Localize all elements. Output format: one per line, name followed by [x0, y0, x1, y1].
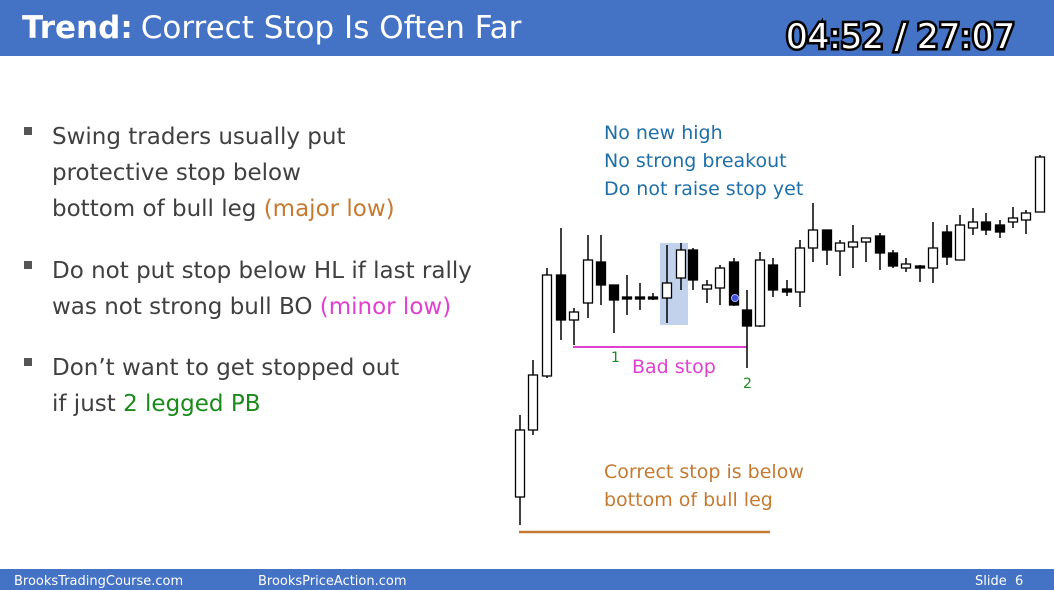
- candle-body: [954, 224, 966, 261]
- candle-body: [687, 249, 699, 281]
- candle-body: [555, 274, 567, 321]
- bullet-marker: [24, 261, 32, 269]
- footer-middle: BrooksPriceAction.com: [258, 574, 407, 589]
- candle-body: [807, 229, 819, 249]
- candle-body: [967, 221, 979, 229]
- candle-body: [781, 288, 793, 293]
- text-segment: Do not put stop below HL if last rally: [52, 258, 472, 284]
- label-2: 2: [743, 376, 752, 392]
- candle-body: [608, 284, 620, 301]
- candle-body: [728, 261, 740, 306]
- candle-body: [582, 259, 594, 304]
- candle-body: [634, 296, 646, 300]
- candle-body: [675, 249, 687, 279]
- candle-body: [701, 284, 713, 290]
- candle-body: [741, 309, 753, 327]
- bullet-marker: [24, 358, 32, 366]
- text-segment: (major low): [264, 196, 395, 222]
- label-1: 1: [611, 350, 620, 366]
- candle-body: [941, 231, 953, 258]
- bullet-line: Swing traders usually put: [52, 124, 346, 150]
- bullet-line: if just 2 legged PB: [52, 391, 260, 417]
- bullet-list: Swing traders usually put protective stop…: [24, 124, 472, 417]
- candle-body: [821, 229, 833, 251]
- text-segment: was not strong bull BO: [52, 294, 320, 320]
- text-segment: Don’t want to get stopped out: [52, 355, 399, 381]
- bullet-line: protective stop below: [52, 160, 301, 186]
- candle-body: [994, 224, 1006, 233]
- note: No strong breakout: [604, 150, 787, 172]
- footer-left: BrooksTradingCourse.com: [14, 574, 183, 589]
- candle-body: [541, 274, 553, 377]
- candle-body: [847, 241, 859, 248]
- note: bottom of bull leg: [604, 489, 773, 511]
- header-bar: [0, 0, 1054, 56]
- candle-body: [834, 242, 846, 252]
- text-segment: protective stop below: [52, 160, 301, 186]
- candle-body: [621, 296, 633, 300]
- slide-title: Trend: Correct Stop Is Often Far: [22, 10, 522, 46]
- candle-body: [887, 252, 899, 267]
- title-bold: Trend:: [22, 10, 133, 46]
- candle-body: [714, 267, 726, 289]
- bullet-line: Don’t want to get stopped out: [52, 355, 399, 381]
- candle-body: [927, 247, 939, 269]
- bad-stop-label: Bad stop: [632, 356, 716, 378]
- text-segment: (minor low): [320, 294, 451, 320]
- text-segment: 2 legged PB: [123, 391, 260, 417]
- video-timer: 04:52 / 27:07: [786, 17, 1015, 57]
- candle-body: [647, 296, 659, 300]
- note: Do not raise stop yet: [604, 178, 803, 200]
- candle-body: [767, 264, 779, 291]
- note: No new high: [604, 122, 723, 144]
- text-segment: bottom of bull leg: [52, 196, 264, 222]
- note: Correct stop is below: [604, 461, 804, 483]
- bullet-marker: [24, 127, 32, 135]
- candle-body: [980, 221, 992, 231]
- candle-body: [595, 261, 607, 286]
- candle-body: [794, 247, 806, 293]
- footer-bar: [0, 569, 1054, 590]
- candle-body: [1020, 212, 1032, 221]
- marker-dot: [731, 294, 739, 302]
- candle-body: [860, 237, 872, 243]
- candle-body: [754, 259, 766, 327]
- candle-body: [568, 311, 580, 321]
- bullet-line: was not strong bull BO (minor low): [52, 294, 451, 320]
- candle-body: [1034, 156, 1046, 213]
- bullet-line: Do not put stop below HL if last rally: [52, 258, 472, 284]
- text-segment: Swing traders usually put: [52, 124, 346, 150]
- text-segment: if just: [52, 391, 123, 417]
- slide-number: Slide 6: [975, 574, 1023, 589]
- candle-body: [661, 282, 673, 299]
- candle-body: [874, 235, 886, 254]
- candle-body: [1007, 217, 1019, 223]
- bullet-line: bottom of bull leg (major low): [52, 196, 395, 222]
- title-rest: Correct Stop Is Often Far: [141, 10, 522, 46]
- candle-body: [514, 429, 526, 498]
- candlestick-chart: [514, 155, 1046, 534]
- candle-body: [527, 374, 539, 431]
- candle-body: [914, 265, 926, 269]
- candle-body: [900, 263, 912, 269]
